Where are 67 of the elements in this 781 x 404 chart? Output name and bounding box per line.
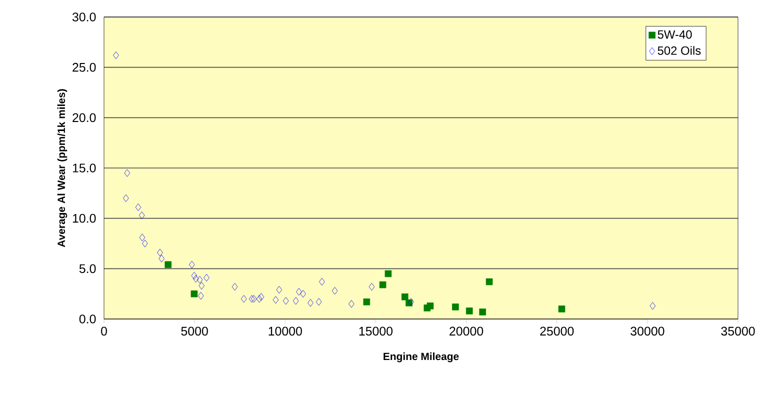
y-tick-label: 20.0 [72,113,96,122]
point [198,292,204,300]
point [319,278,325,286]
y-tick-label: 0.0 [79,314,96,324]
point [308,299,314,307]
point [348,300,354,308]
point [384,270,392,278]
point [196,276,203,284]
point [250,295,257,303]
point [368,282,375,291]
point [379,281,386,288]
point [135,203,142,212]
point [158,254,165,262]
point [452,304,459,310]
point [190,290,198,298]
point [426,302,434,310]
point [124,169,130,177]
y-axis-title: Average Al Wear (ppm/1k miles) [57,89,68,248]
y-tick-label: 30.0 [72,12,96,22]
point [558,306,566,312]
point [188,260,195,268]
point [486,278,493,286]
point [276,286,282,294]
point [123,194,129,202]
point [258,293,264,301]
point [332,287,338,295]
point [296,288,302,296]
x-tick-label: 0 [101,326,107,336]
y-tick-label: 15.0 [72,164,96,172]
point [282,297,289,305]
point [272,296,279,304]
point [316,298,322,306]
point [401,293,408,300]
x-tick-label: 5000 [181,326,208,336]
legend-label: 5W-40 [658,30,692,39]
point [157,248,163,256]
x-tick-label: 20000 [450,326,484,336]
point [466,308,473,314]
x-tick-label: 15000 [359,326,393,336]
point [138,212,145,220]
point [191,272,198,280]
point [232,282,238,291]
point [292,297,299,305]
point [204,274,210,282]
point [139,234,146,242]
point [408,298,414,306]
y-tick-label: 10.0 [72,214,96,223]
point [192,274,199,283]
y-tick-label: 25.0 [72,62,96,72]
x-tick-label: 25000 [540,326,574,336]
point [300,290,306,298]
point [248,295,255,303]
point [164,261,172,268]
x-tick-label: 30000 [630,326,664,336]
point [113,51,119,60]
legend-label: 502 Oils [658,46,701,55]
y-tick-label: 5.0 [79,264,96,274]
point [142,240,148,248]
point [198,282,205,290]
point [479,308,486,316]
point [363,298,370,306]
point [256,295,262,303]
point [650,302,656,310]
x-axis-title: Engine Mileage [384,352,459,362]
x-tick-label: 35000 [721,326,755,336]
x-tick-label: 10000 [268,326,302,336]
point [240,295,247,303]
